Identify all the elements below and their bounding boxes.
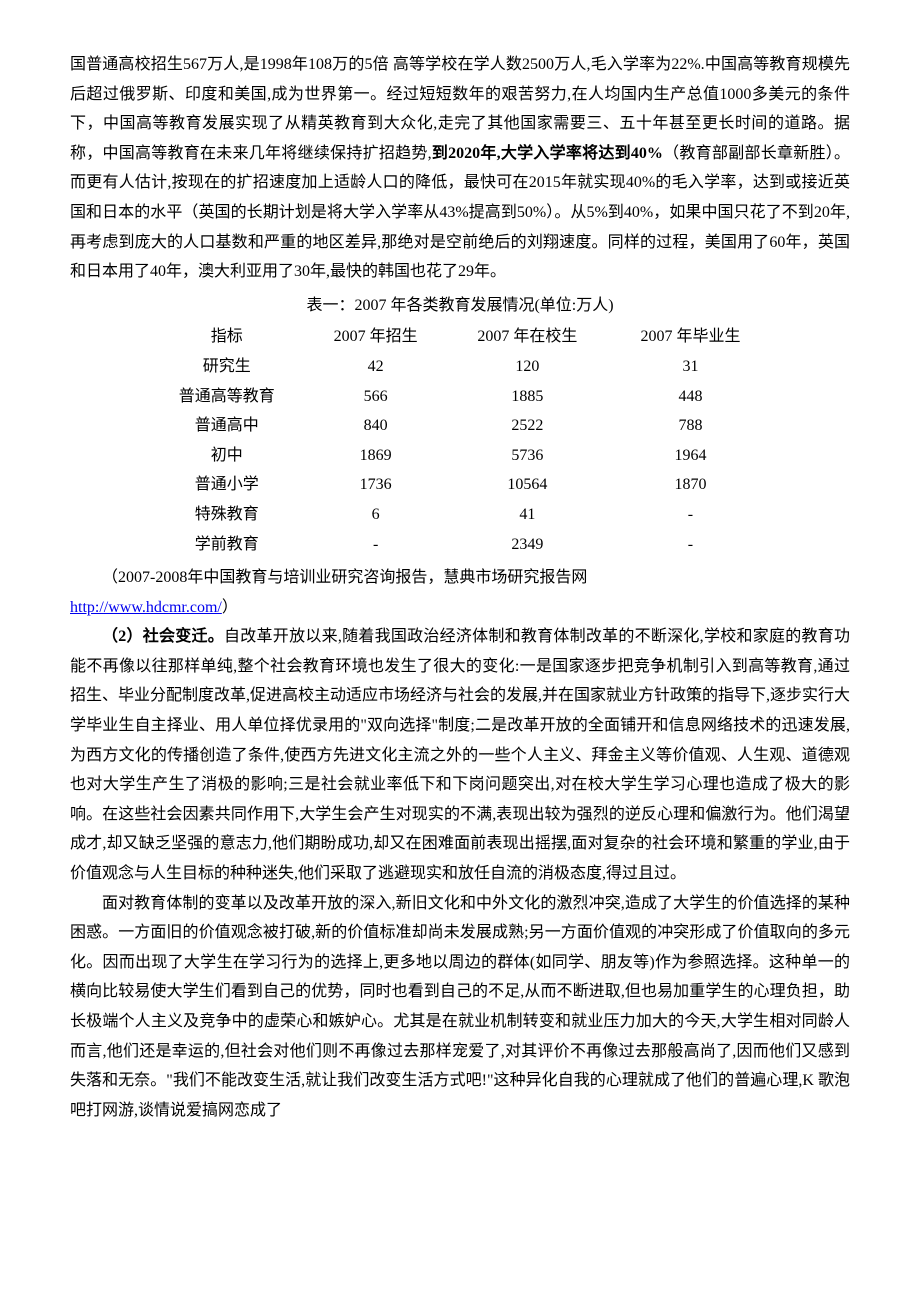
cell: 2522 (446, 411, 609, 441)
table-row: 普通高中 840 2522 788 (148, 411, 772, 441)
col-header: 2007 年招生 (305, 322, 446, 352)
table-header-row: 指标 2007 年招生 2007 年在校生 2007 年毕业生 (148, 322, 772, 352)
cell: 1964 (609, 441, 772, 471)
cell: 特殊教育 (148, 500, 305, 530)
table-row: 普通小学 1736 10564 1870 (148, 470, 772, 500)
paragraph-3: 面对教育体制的变革以及改革开放的深入,新旧文化和中外文化的激烈冲突,造成了大学生… (70, 889, 850, 1126)
cell: 普通高等教育 (148, 382, 305, 412)
cell: 学前教育 (148, 530, 305, 560)
paragraph-1: 国普通高校招生567万人,是1998年108万的5倍 高等学校在学人数2500万… (70, 50, 850, 287)
cell: - (305, 530, 446, 560)
cell: 1869 (305, 441, 446, 471)
cell: 研究生 (148, 352, 305, 382)
para2-text: 自改革开放以来,随着我国政治经济体制和教育体制改革的不断深化,学校和家庭的教育功… (70, 628, 850, 882)
cell: 840 (305, 411, 446, 441)
cell: 41 (446, 500, 609, 530)
cell: 5736 (446, 441, 609, 471)
cell: - (609, 530, 772, 560)
cell: 普通高中 (148, 411, 305, 441)
col-header: 指标 (148, 322, 305, 352)
source-line: （2007-2008年中国教育与培训业研究咨询报告，慧典市场研究报告网 http:… (70, 563, 850, 622)
para1-bold: 到2020年,大学入学率将达到40% (432, 145, 663, 162)
cell: 120 (446, 352, 609, 382)
table-row: 普通高等教育 566 1885 448 (148, 382, 772, 412)
cell: 1736 (305, 470, 446, 500)
cell: 初中 (148, 441, 305, 471)
para2-label: （2）社会变迁。 (102, 628, 224, 645)
cell: - (609, 500, 772, 530)
cell: 1870 (609, 470, 772, 500)
table-row: 研究生 42 120 31 (148, 352, 772, 382)
cell: 2349 (446, 530, 609, 560)
table-row: 初中 1869 5736 1964 (148, 441, 772, 471)
cell: 普通小学 (148, 470, 305, 500)
cell: 31 (609, 352, 772, 382)
cell: 448 (609, 382, 772, 412)
table-row: 特殊教育 6 41 - (148, 500, 772, 530)
cell: 42 (305, 352, 446, 382)
cell: 566 (305, 382, 446, 412)
source-text: （2007-2008年中国教育与培训业研究咨询报告，慧典市场研究报告网 (102, 569, 587, 586)
table-row: 学前教育 - 2349 - (148, 530, 772, 560)
source-link[interactable]: http://www.hdcmr.com/ (70, 599, 222, 616)
cell: 10564 (446, 470, 609, 500)
source-close: ） (222, 599, 238, 616)
cell: 1885 (446, 382, 609, 412)
cell: 6 (305, 500, 446, 530)
table-title: 表一：2007 年各类教育发展情况(单位:万人) (70, 291, 850, 321)
education-table: 指标 2007 年招生 2007 年在校生 2007 年毕业生 研究生 42 1… (148, 322, 772, 559)
paragraph-2: （2）社会变迁。自改革开放以来,随着我国政治经济体制和教育体制改革的不断深化,学… (70, 622, 850, 888)
col-header: 2007 年毕业生 (609, 322, 772, 352)
para1-text-b: （教育部副部长章新胜）。而更有人估计,按现在的扩招速度加上适龄人口的降低，最快可… (70, 145, 850, 280)
cell: 788 (609, 411, 772, 441)
col-header: 2007 年在校生 (446, 322, 609, 352)
